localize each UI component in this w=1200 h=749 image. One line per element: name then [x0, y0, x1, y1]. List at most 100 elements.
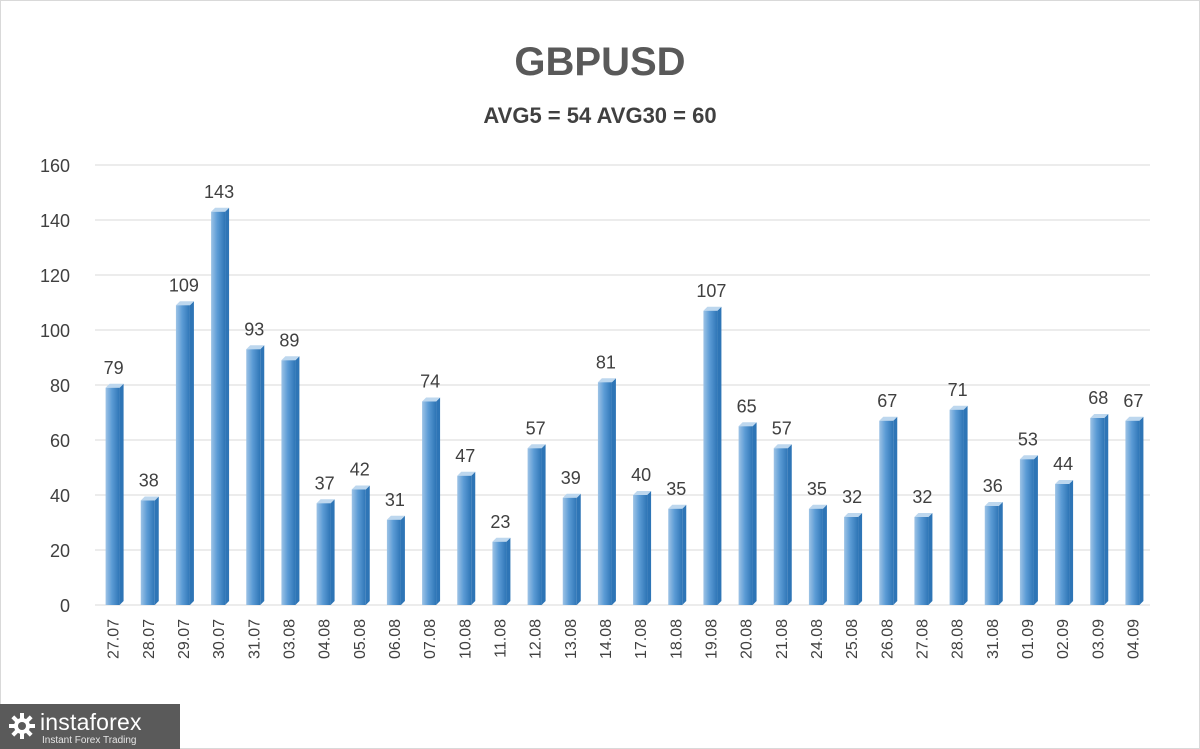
bar-31.08: [984, 502, 1003, 605]
data-label: 71: [948, 380, 968, 400]
bar-31.07: [246, 345, 265, 605]
bar-front: [949, 409, 964, 605]
gear-icon: [9, 713, 35, 739]
x-tick-label: 19.08: [703, 619, 720, 659]
bar-13.08: [562, 493, 581, 605]
data-label: 67: [1123, 391, 1143, 411]
bar-02.09: [1055, 480, 1074, 605]
data-label: 39: [561, 468, 581, 488]
bar-side: [963, 405, 968, 605]
bar-05.08: [351, 485, 370, 605]
bar-front: [316, 503, 331, 605]
bar-25.08: [844, 513, 863, 605]
bar-side: [611, 378, 616, 605]
bar-03.09: [1090, 414, 1109, 605]
bar-top: [562, 493, 581, 498]
data-label: 37: [315, 473, 335, 493]
x-tick-label: 31.07: [246, 619, 263, 659]
x-tick-label: 26.08: [879, 619, 896, 659]
bar-side: [787, 444, 792, 605]
data-label: 23: [490, 512, 510, 532]
data-label: 74: [420, 372, 440, 392]
bar-front: [457, 475, 472, 605]
bar-side: [506, 537, 511, 605]
bar-top: [1125, 416, 1144, 421]
bar-front: [1090, 418, 1105, 605]
y-tick-label: 0: [60, 596, 70, 616]
bar-21.08: [773, 444, 792, 605]
bar-front: [597, 382, 612, 605]
data-label: 79: [104, 358, 124, 378]
bar-18.08: [668, 504, 687, 605]
data-label: 143: [204, 182, 234, 202]
bars: [105, 207, 1144, 605]
bar-front: [281, 360, 296, 605]
watermark-name: instaforex: [40, 709, 142, 735]
bar-top: [597, 378, 616, 383]
bar-side: [365, 485, 370, 605]
bar-03.08: [281, 356, 300, 605]
bar-27.07: [105, 383, 124, 605]
chart-title: GBPUSD: [514, 40, 686, 84]
bar-side: [330, 499, 335, 605]
x-tick-label: 12.08: [528, 619, 545, 659]
bar-front: [808, 508, 823, 605]
x-tick-label: 28.08: [950, 619, 967, 659]
bar-14.08: [597, 378, 616, 605]
y-tick-label: 60: [50, 431, 70, 451]
bar-04.09: [1125, 416, 1144, 605]
data-labels: 79 38 109 143 93 89 37 42 31 74 47 23 57 39 81 40 35 107 6…: [104, 182, 1144, 532]
bar-top: [1055, 480, 1074, 484]
bar-front: [140, 500, 155, 605]
bar-top: [879, 416, 898, 421]
y-tick-label: 40: [50, 486, 70, 506]
bar-10.08: [457, 471, 476, 605]
bar-side: [119, 383, 124, 605]
bar-side: [647, 491, 652, 605]
x-tick-label: 03.09: [1090, 619, 1107, 659]
data-label: 57: [772, 418, 792, 438]
bar-27.08: [914, 513, 933, 605]
data-label: 42: [350, 460, 370, 480]
data-label: 35: [666, 479, 686, 499]
bar-front: [105, 387, 120, 605]
x-tick-label: 31.08: [985, 619, 1002, 659]
bar-28.08: [949, 405, 968, 605]
bar-top: [422, 397, 441, 402]
bar-top: [211, 207, 230, 212]
bar-30.07: [211, 207, 230, 605]
bar-front: [351, 489, 366, 605]
bar-top: [914, 513, 933, 517]
data-label: 32: [842, 487, 862, 507]
x-tick-label: 13.08: [563, 619, 580, 659]
bar-01.09: [1019, 455, 1038, 605]
bar-top: [246, 345, 265, 350]
x-tick-label: 24.08: [809, 619, 826, 659]
bar-top: [1019, 455, 1038, 460]
y-tick-label: 80: [50, 376, 70, 396]
bar-side: [928, 513, 933, 605]
x-tick-label: 05.08: [352, 619, 369, 659]
watermark-tagline: Instant Forex Trading: [42, 735, 137, 746]
x-tick-label: 11.08: [492, 619, 509, 658]
x-tick-label: 01.09: [1020, 619, 1037, 659]
x-tick-label: 28.07: [141, 619, 158, 659]
data-label: 93: [244, 319, 264, 339]
bar-side: [541, 444, 546, 605]
x-tick-label: 07.08: [422, 619, 439, 659]
bar-top: [1090, 414, 1109, 418]
bar-side: [998, 502, 1003, 605]
bar-top: [492, 537, 511, 542]
gridlines: [95, 164, 1150, 606]
bar-front: [844, 517, 859, 605]
x-tick-label: 17.08: [633, 619, 650, 659]
bar-top: [984, 502, 1003, 506]
bar-side: [1033, 455, 1038, 605]
bar-side: [1069, 480, 1074, 605]
bar-side: [1139, 416, 1144, 605]
bar-side: [822, 504, 827, 605]
x-tick-label: 03.08: [281, 619, 298, 659]
data-label: 38: [139, 471, 159, 491]
bar-front: [422, 401, 437, 605]
